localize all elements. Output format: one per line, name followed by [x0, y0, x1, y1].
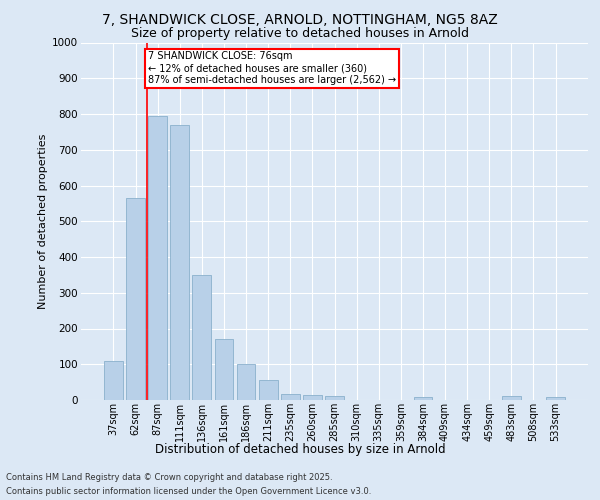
Bar [546, 397, 565, 400]
Bar [325, 396, 344, 400]
Bar [104, 360, 123, 400]
Bar [236, 364, 256, 400]
Text: Size of property relative to detached houses in Arnold: Size of property relative to detached ho… [131, 28, 469, 40]
Bar [502, 396, 521, 400]
Bar [170, 124, 189, 400]
Y-axis label: Number of detached properties: Number of detached properties [38, 134, 48, 309]
Text: Contains public sector information licensed under the Open Government Licence v3: Contains public sector information licen… [6, 488, 371, 496]
Bar [303, 396, 322, 400]
Bar [126, 198, 145, 400]
Text: 7 SHANDWICK CLOSE: 76sqm
← 12% of detached houses are smaller (360)
87% of semi-: 7 SHANDWICK CLOSE: 76sqm ← 12% of detach… [148, 52, 396, 84]
Text: Contains HM Land Registry data © Crown copyright and database right 2025.: Contains HM Land Registry data © Crown c… [6, 472, 332, 482]
Text: Distribution of detached houses by size in Arnold: Distribution of detached houses by size … [155, 442, 445, 456]
Bar [148, 116, 167, 400]
Bar [193, 275, 211, 400]
Bar [259, 380, 278, 400]
Bar [413, 397, 433, 400]
Text: 7, SHANDWICK CLOSE, ARNOLD, NOTTINGHAM, NG5 8AZ: 7, SHANDWICK CLOSE, ARNOLD, NOTTINGHAM, … [102, 12, 498, 26]
Bar [215, 339, 233, 400]
Bar [281, 394, 299, 400]
